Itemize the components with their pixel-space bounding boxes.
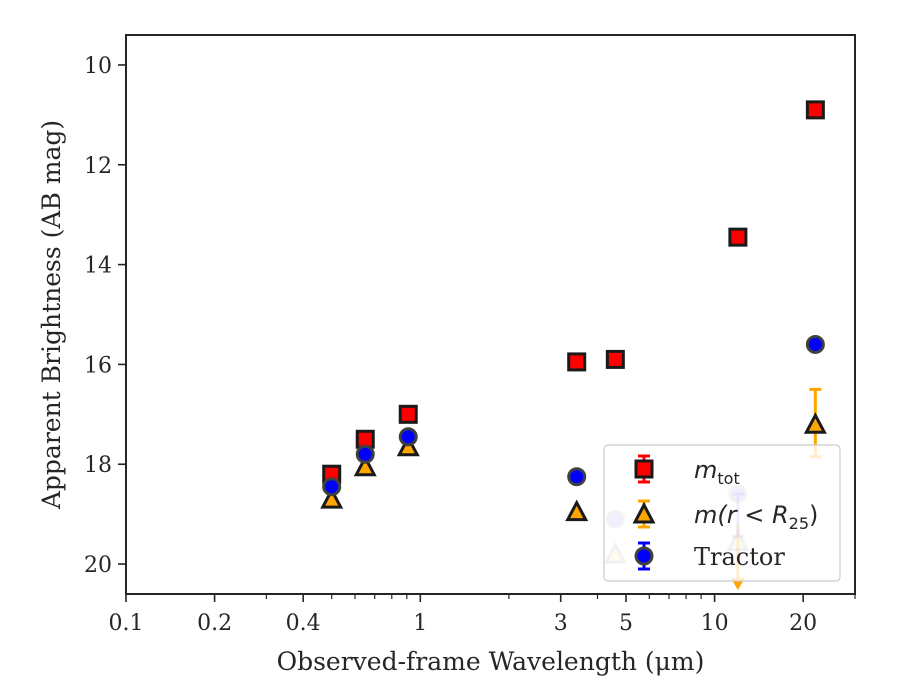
x-tick-label: 5: [619, 611, 633, 636]
data-point: [567, 352, 587, 372]
marker-triangle: [320, 486, 344, 509]
y-tick-label: 12: [84, 154, 112, 179]
legend-marker: [634, 459, 654, 479]
legend-label: mtot: [694, 456, 740, 488]
data-point: [728, 227, 748, 247]
legend-entry: Tractor: [634, 541, 785, 571]
data-point: [353, 454, 377, 477]
x-tick-label: 1: [413, 611, 427, 636]
x-tick-label: 0.1: [109, 611, 144, 636]
y-tick-label: 20: [84, 553, 112, 578]
y-tick-label: 10: [84, 54, 112, 79]
plot-frame: [125, 34, 856, 595]
y-tick-label: 14: [84, 254, 112, 279]
series-square: [322, 100, 825, 484]
legend-marker: [632, 501, 656, 524]
legend-label: m(r < R25): [694, 501, 818, 533]
data-point: [803, 412, 827, 434]
x-axis-label: Observed-frame Wavelength (μm): [277, 647, 705, 676]
marker-triangle: [353, 454, 377, 477]
x-tick-label: 10: [701, 611, 729, 636]
legend-label: Tractor: [694, 543, 785, 571]
marker-triangle: [803, 412, 827, 434]
x-tick-label: 20: [789, 611, 817, 636]
marker-square: [605, 349, 625, 369]
marker-square: [398, 404, 418, 424]
y-axis-label: Apparent Brightness (AB mag): [37, 120, 66, 510]
marker-square: [805, 100, 825, 120]
x-tick-label: 0.4: [286, 611, 321, 636]
marker-square: [728, 227, 748, 247]
legend-box: [603, 444, 841, 582]
legend-label-sub: 25: [789, 514, 809, 533]
marker-square: [634, 459, 654, 479]
legend-label-close: ): [809, 501, 818, 529]
legend-label-main: m: [694, 456, 717, 484]
data-point: [605, 349, 625, 369]
axis-ticks: 0.1 0.2 0.4 1 3 5 10 20 10 12 14 16 18 20: [84, 54, 856, 636]
marker-square: [567, 352, 587, 372]
legend-label-sub: tot: [717, 469, 739, 488]
data-point: [805, 100, 825, 120]
legend-label-main: m(r < R: [694, 501, 789, 529]
legend-entry: m(r < R25): [632, 499, 818, 533]
legend-marker: [634, 546, 654, 566]
marker-circle: [634, 546, 654, 566]
data-point: [398, 404, 418, 424]
data-point: [565, 499, 589, 522]
x-tick-label: 3: [554, 611, 568, 636]
legend: mtot m(r < R25) Tractor: [603, 444, 841, 582]
y-tick-label: 16: [84, 353, 112, 378]
x-tick-label: 0.2: [197, 611, 232, 636]
y-tick-label: 18: [84, 453, 112, 478]
marker-triangle: [632, 501, 656, 524]
legend-entry: mtot: [634, 454, 740, 488]
data-point: [320, 486, 344, 509]
marker-triangle: [565, 499, 589, 522]
